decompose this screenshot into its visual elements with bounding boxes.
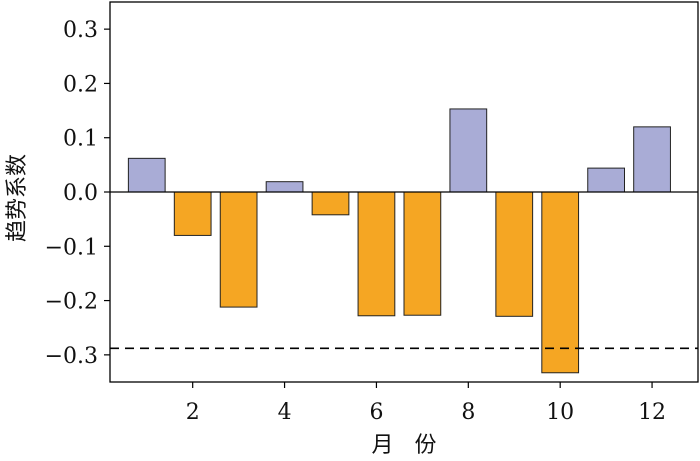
bar-month-2	[173, 191, 212, 236]
x-tick-label: 4	[278, 400, 292, 425]
y-tick-label: 0.1	[63, 127, 98, 152]
y-tick-label: −0.1	[45, 235, 98, 260]
x-tick-label: 12	[638, 400, 666, 425]
y-tick-label: −0.2	[45, 290, 98, 315]
y-axis-ticks: 0.3 0.2 0.1 0.0 −0.1 −0.2 −0.3	[45, 18, 110, 369]
x-axis-ticks: 2 4 6 8 10 12	[186, 382, 666, 425]
x-tick-label: 2	[186, 400, 200, 425]
x-axis-title: 月 份	[372, 433, 437, 458]
bar-series	[127, 108, 671, 374]
bar-month-12	[633, 126, 671, 193]
bar-month-5	[311, 191, 350, 216]
y-tick-label: 0.2	[63, 72, 98, 97]
bar-month-1	[127, 157, 166, 193]
bar-month-4	[265, 181, 304, 193]
x-tick-label: 8	[461, 400, 475, 425]
bar-month-8	[449, 108, 488, 193]
y-tick-label: 0.3	[63, 18, 98, 43]
y-tick-label: −0.3	[45, 344, 98, 369]
x-tick-label: 6	[369, 400, 383, 425]
x-tick-label: 10	[546, 400, 574, 425]
bar-month-9	[495, 191, 534, 317]
bar-month-7	[403, 191, 442, 316]
bar-month-6	[357, 191, 396, 317]
bar-month-10	[541, 191, 580, 374]
bar-month-11	[587, 167, 625, 193]
y-tick-label: 0.0	[63, 181, 98, 206]
bar-month-3	[219, 191, 258, 308]
y-axis-title: 趋势系数	[5, 154, 30, 242]
